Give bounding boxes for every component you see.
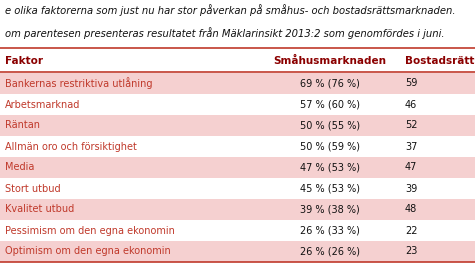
Text: Allmän oro och försiktighet: Allmän oro och försiktighet — [5, 142, 137, 151]
Text: 46: 46 — [405, 100, 417, 109]
Bar — [0, 178, 475, 199]
Text: e olika faktorerna som just nu har stor påverkan på småhus- och bostadsrättsmark: e olika faktorerna som just nu har stor … — [5, 4, 456, 16]
Text: 57 % (60 %): 57 % (60 %) — [300, 100, 360, 109]
Text: Kvalitet utbud: Kvalitet utbud — [5, 205, 74, 214]
Text: 45 % (53 %): 45 % (53 %) — [300, 183, 360, 194]
Bar — [0, 136, 475, 157]
Text: 48: 48 — [405, 205, 417, 214]
Text: 50 % (59 %): 50 % (59 %) — [300, 142, 360, 151]
Bar — [0, 199, 475, 220]
Text: Arbetsmarknad: Arbetsmarknad — [5, 100, 80, 109]
Text: 47: 47 — [405, 163, 418, 172]
Text: Småhusmarknaden: Småhusmarknaden — [274, 56, 387, 66]
Text: 26 % (26 %): 26 % (26 %) — [300, 246, 360, 257]
Text: 37: 37 — [405, 142, 418, 151]
Text: Pessimism om den egna ekonomin: Pessimism om den egna ekonomin — [5, 226, 175, 235]
Text: Stort utbud: Stort utbud — [5, 183, 61, 194]
Text: 26 % (33 %): 26 % (33 %) — [300, 226, 360, 235]
Bar — [0, 115, 475, 136]
Bar — [0, 241, 475, 262]
Bar — [0, 94, 475, 115]
Text: 22: 22 — [405, 226, 418, 235]
Text: Faktor: Faktor — [5, 56, 43, 66]
Bar — [0, 73, 475, 94]
Text: 50 % (55 %): 50 % (55 %) — [300, 120, 360, 131]
Text: Räntan: Räntan — [5, 120, 40, 131]
Text: 39: 39 — [405, 183, 417, 194]
Text: 52: 52 — [405, 120, 418, 131]
Text: Bankernas restriktiva utlåning: Bankernas restriktiva utlåning — [5, 77, 152, 89]
Text: 23: 23 — [405, 246, 418, 257]
Text: 59: 59 — [405, 78, 418, 88]
Text: 39 % (38 %): 39 % (38 %) — [300, 205, 360, 214]
Text: Bostadsrättsm...: Bostadsrättsm... — [405, 56, 475, 66]
Text: 69 % (76 %): 69 % (76 %) — [300, 78, 360, 88]
Text: Optimism om den egna ekonomin: Optimism om den egna ekonomin — [5, 246, 171, 257]
Text: 47 % (53 %): 47 % (53 %) — [300, 163, 360, 172]
Text: Media: Media — [5, 163, 34, 172]
Text: om parentesen presenteras resultatet från Mäklarinsikt 2013:2 som genomfördes i : om parentesen presenteras resultatet frå… — [5, 27, 445, 39]
Bar — [0, 157, 475, 178]
Bar — [0, 220, 475, 241]
